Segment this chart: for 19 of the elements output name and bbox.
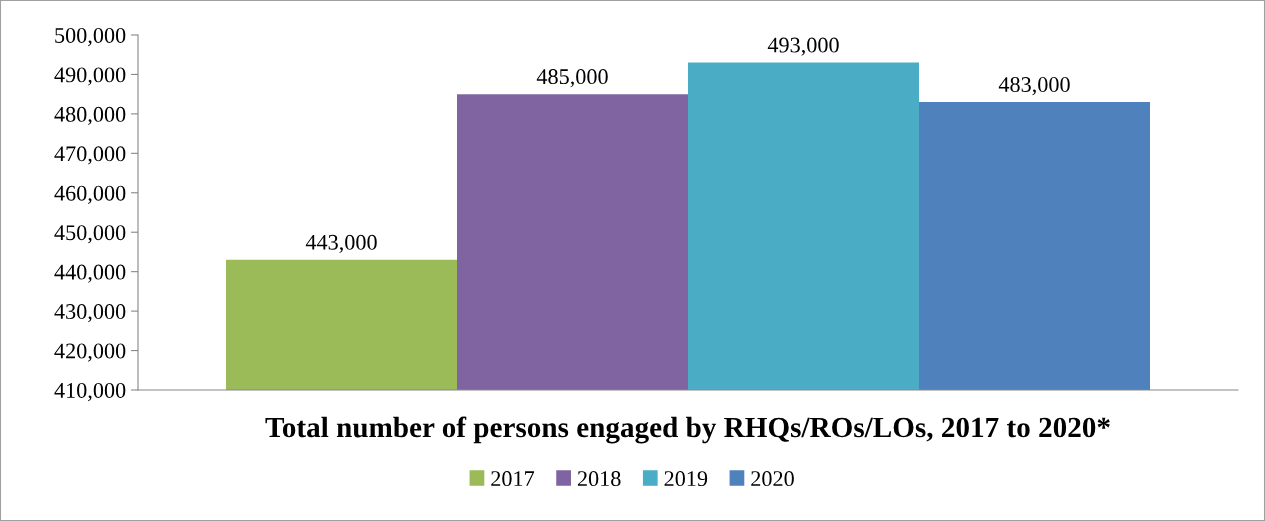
data-label: 493,000 [767,37,839,56]
y-tick-label: 410,000 [54,382,126,402]
data-label: 443,000 [305,234,377,253]
y-tick-label: 500,000 [55,27,126,47]
y-tick-label: 460,000 [54,185,126,204]
legend-label: 2020 [751,471,794,487]
y-tick-label: 420,000 [54,343,126,362]
y-tick-label: 490,000 [54,67,126,86]
data-label: 485,000 [536,69,608,88]
y-tick-label: 470,000 [54,146,126,165]
y-tick-label: 430,000 [54,304,126,323]
text: Total number of persons engaged by RHQs/ROs/LOs, 2017 to 2020* [265,416,1110,444]
legend-label: 2018 [577,471,621,487]
legend-label: 2017 [491,471,535,487]
data-label: 483,000 [998,76,1070,96]
y-tick-label: 450,000 [54,225,126,244]
y-tick-label: 480,000 [54,106,126,126]
legend-label: 2019 [664,471,708,487]
y-tick-label: 440,000 [54,264,126,283]
